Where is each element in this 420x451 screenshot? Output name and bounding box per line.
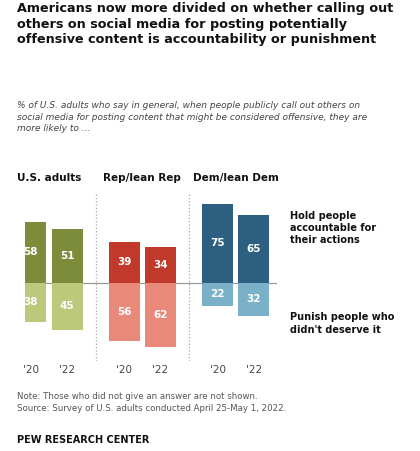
Text: 34: 34	[153, 260, 168, 270]
Text: 32: 32	[247, 294, 261, 304]
Bar	[202, 204, 233, 283]
Text: Punish people who
didn't deserve it: Punish people who didn't deserve it	[290, 313, 394, 335]
Bar	[145, 247, 176, 283]
Text: 22: 22	[210, 289, 225, 299]
Bar	[145, 283, 176, 347]
Text: U.S. adults: U.S. adults	[17, 173, 81, 183]
Bar	[16, 222, 47, 283]
Text: 51: 51	[60, 251, 74, 261]
Text: Americans now more divided on whether calling out
others on social media for pos: Americans now more divided on whether ca…	[17, 2, 393, 46]
Text: Dem/lean Dem: Dem/lean Dem	[193, 173, 278, 183]
Text: 65: 65	[247, 244, 261, 253]
Bar	[52, 230, 83, 283]
Text: 39: 39	[117, 257, 131, 267]
Text: PEW RESEARCH CENTER: PEW RESEARCH CENTER	[17, 435, 149, 445]
Text: 75: 75	[210, 239, 225, 249]
Text: 45: 45	[60, 301, 74, 311]
Text: 56: 56	[117, 307, 131, 317]
Text: Note: Those who did not give an answer are not shown.
Source: Survey of U.S. adu: Note: Those who did not give an answer a…	[17, 392, 286, 413]
Bar	[238, 215, 269, 283]
Bar	[109, 242, 140, 283]
Bar	[52, 283, 83, 330]
Text: % of U.S. adults who say in general, when people publicly call out others on
soc: % of U.S. adults who say in general, whe…	[17, 101, 367, 133]
Bar	[109, 283, 140, 341]
Text: 58: 58	[24, 247, 38, 258]
Bar	[202, 283, 233, 305]
Bar	[16, 283, 47, 322]
Text: Rep/lean Rep: Rep/lean Rep	[103, 173, 181, 183]
Bar	[238, 283, 269, 316]
Text: 62: 62	[153, 310, 168, 320]
Text: Hold people
accountable for
their actions: Hold people accountable for their action…	[290, 211, 376, 245]
Text: 38: 38	[24, 297, 38, 308]
